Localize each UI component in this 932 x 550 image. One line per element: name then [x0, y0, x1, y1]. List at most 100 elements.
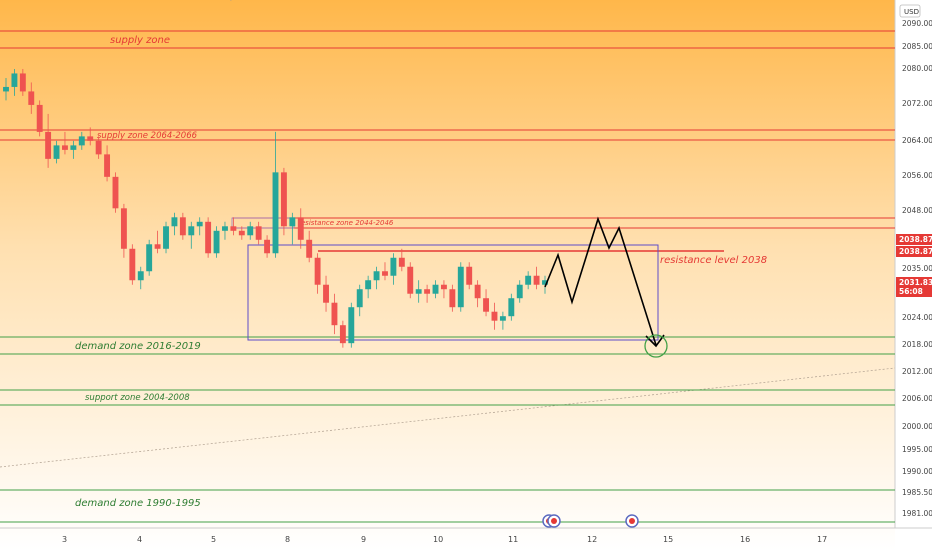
candle-body [415, 289, 422, 294]
candle-body [474, 284, 481, 299]
candle-body [137, 271, 144, 281]
candle-body [146, 244, 153, 272]
candle-body [533, 275, 540, 285]
y-tick-label: 2085.000 [902, 42, 932, 51]
candle-body [457, 266, 464, 308]
resistance-level-label: resistance level 2038 [660, 255, 767, 266]
candle-body [264, 239, 271, 254]
candle-body [508, 298, 515, 317]
y-tick-label: 2056.000 [902, 171, 932, 180]
price-tag-resistance-2 [896, 246, 932, 257]
current-price-text: 2031.835 [899, 278, 932, 287]
candlestick-series [3, 68, 548, 348]
price-tag-text-1: 2038.872 [899, 235, 932, 244]
x-tick-label: 3 [62, 535, 67, 544]
x-tick-label: 4 [137, 535, 142, 544]
candle-body [53, 145, 60, 159]
candle-body [339, 325, 346, 344]
y-tick-label: 2018.000 [902, 340, 932, 349]
demand-zone-2016-label: demand zone 2016-2019 [75, 341, 201, 352]
y-tick-label: 2024.000 [902, 313, 932, 322]
candle-body [28, 91, 35, 105]
candle-body [483, 298, 489, 312]
y-tick-label: 2000.000 [902, 422, 932, 431]
current-price-tag [896, 277, 932, 297]
candle-body [516, 284, 523, 299]
x-tick-label: 17 [817, 535, 827, 544]
demand-zone-1990-label: demand zone 1990-1995 [75, 498, 201, 509]
candle-body [62, 145, 68, 150]
price-axis-panel [895, 0, 932, 550]
support-zone-label: support zone 2004-2008 [85, 393, 190, 403]
candle-body [11, 73, 18, 87]
supply-zone-2064-label: supply zone 2064-2066 [97, 131, 198, 141]
candle-body [3, 86, 9, 92]
candle-body [331, 302, 338, 326]
y-tick-label: 1981.000 [902, 509, 932, 518]
candle-body [87, 136, 94, 141]
y-tick-label: 2048.000 [902, 206, 932, 215]
y-tick-label: 1985.500 [902, 488, 932, 497]
x-tick-label: 8 [285, 535, 290, 544]
range-rectangle [247, 244, 659, 341]
y-tick-label: 2080.000 [902, 64, 932, 73]
candle-body [440, 284, 447, 290]
candle-body [213, 230, 220, 254]
candle-body [230, 226, 237, 231]
candle-body [390, 257, 397, 276]
x-tick-label: 12 [587, 535, 597, 544]
x-tick-label: 16 [740, 535, 750, 544]
candle-body [542, 280, 548, 285]
y-tick-label: 1995.000 [902, 445, 932, 454]
candle-body [424, 289, 431, 294]
event-marker-2[interactable] [547, 514, 561, 528]
y-tick-label: 2012.000 [902, 367, 932, 376]
candle-body [129, 248, 136, 281]
x-tick-label: 15 [663, 535, 673, 544]
supply-zone-label: supply zone [110, 35, 170, 46]
candle-body [466, 266, 473, 285]
x-tick-label: 11 [508, 535, 518, 544]
candle-body [289, 217, 296, 227]
candle-body [356, 289, 363, 308]
candle-body [154, 244, 161, 249]
candle-body [36, 104, 43, 132]
candle-body [70, 145, 77, 150]
price-tag-resistance-1 [896, 234, 932, 245]
candle-body [525, 275, 532, 285]
candle-body [398, 257, 405, 267]
candle-body [272, 172, 279, 254]
currency-label: USD [904, 8, 919, 16]
candle-body [238, 230, 245, 236]
y-tick-label: 2090.000 [902, 19, 932, 28]
candle-body [297, 217, 304, 240]
y-tick-label: 2072.000 [902, 99, 932, 108]
currency-badge[interactable] [899, 4, 921, 18]
event-marker-3[interactable] [625, 514, 639, 528]
candle-body [373, 271, 380, 281]
candle-body [449, 289, 456, 308]
x-tick-label: 5 [211, 535, 216, 544]
candle-body [499, 316, 506, 321]
candle-body [432, 284, 439, 294]
x-tick-label: 9 [361, 535, 366, 544]
y-tick-label: 2035.000 [902, 264, 932, 273]
countdown-text: 56:08 [899, 287, 923, 296]
projection-arrowhead [645, 334, 665, 348]
candle-body [95, 140, 102, 155]
candle-body [306, 239, 313, 258]
candle-body [112, 176, 119, 209]
target-circle [644, 334, 668, 358]
candle-body [491, 311, 498, 321]
candle-body [179, 217, 186, 236]
candle-body [382, 271, 388, 276]
candle-body [280, 172, 287, 227]
candle-body [205, 221, 212, 254]
candle-body [323, 284, 329, 303]
resistance-zone-label: resistance zone 2044-2046 [298, 219, 394, 227]
y-tick-label: 2064.000 [902, 136, 932, 145]
candle-body [163, 226, 169, 249]
price-axis-ticks: 2090.000 2085.000 2080.000 2072.000 2064… [902, 19, 932, 518]
